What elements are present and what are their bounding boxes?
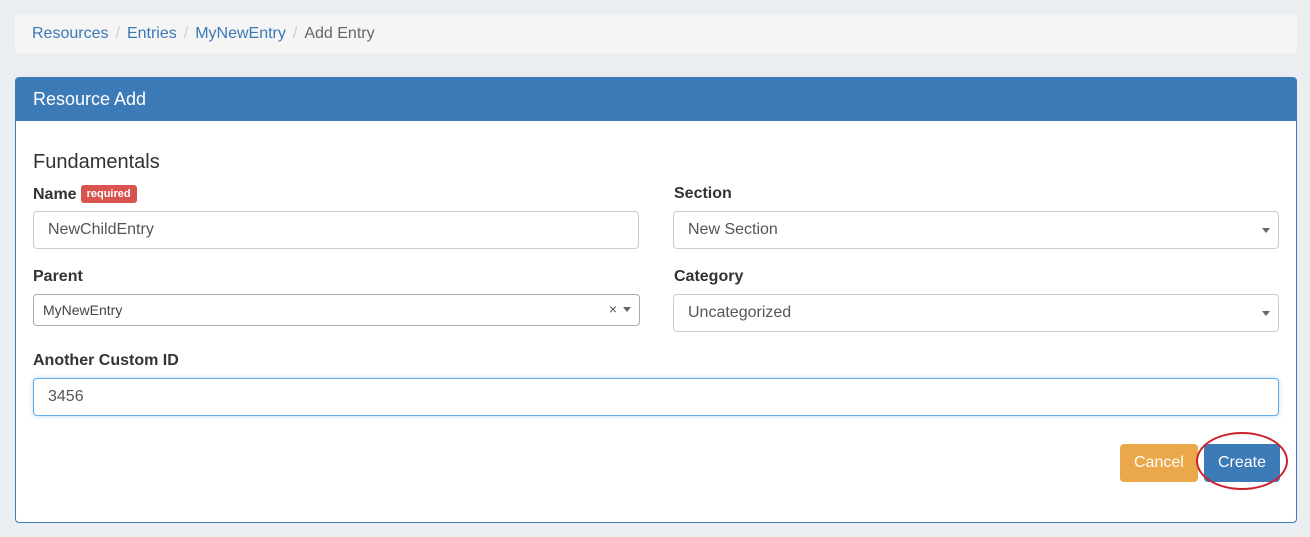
category-value: Uncategorized xyxy=(688,304,792,321)
caret-down-icon xyxy=(1262,311,1270,316)
category-select[interactable]: Uncategorized xyxy=(673,294,1279,332)
panel-title: Resource Add xyxy=(16,78,1296,121)
breadcrumb-resources[interactable]: Resources xyxy=(32,25,109,42)
custom-id-label: Another Custom ID xyxy=(33,352,179,369)
custom-id-input[interactable]: 3456 xyxy=(33,378,1279,416)
parent-value: MyNewEntry xyxy=(43,302,123,318)
name-input[interactable]: NewChildEntry xyxy=(33,211,639,249)
cancel-button[interactable]: Cancel xyxy=(1120,444,1198,482)
separator: / xyxy=(183,25,189,42)
caret-down-icon xyxy=(623,307,631,312)
parent-label: Parent xyxy=(33,268,83,285)
category-label: Category xyxy=(674,268,744,285)
caret-down-icon xyxy=(1262,228,1270,233)
clear-icon[interactable]: × xyxy=(608,301,617,317)
required-badge: required xyxy=(80,185,137,203)
breadcrumb-mynewentry[interactable]: MyNewEntry xyxy=(195,25,286,42)
highlight-circle xyxy=(1196,432,1288,490)
name-label: Name required xyxy=(33,185,137,204)
breadcrumb: Resources / Entries / MyNewEntry / Add Entry xyxy=(15,14,1297,53)
section-select[interactable]: New Section xyxy=(673,211,1279,249)
breadcrumb-current: Add Entry xyxy=(304,25,375,42)
name-label-text: Name xyxy=(33,186,77,203)
section-value: New Section xyxy=(688,221,778,238)
section-label: Section xyxy=(674,185,732,202)
separator: / xyxy=(292,25,298,42)
section-heading: Fundamentals xyxy=(33,151,160,173)
parent-select[interactable]: MyNewEntry × xyxy=(33,294,640,326)
separator: / xyxy=(115,25,120,42)
resource-add-panel: Resource Add Fundamentals Name required N… xyxy=(15,77,1297,523)
breadcrumb-entries[interactable]: Entries xyxy=(126,25,177,42)
